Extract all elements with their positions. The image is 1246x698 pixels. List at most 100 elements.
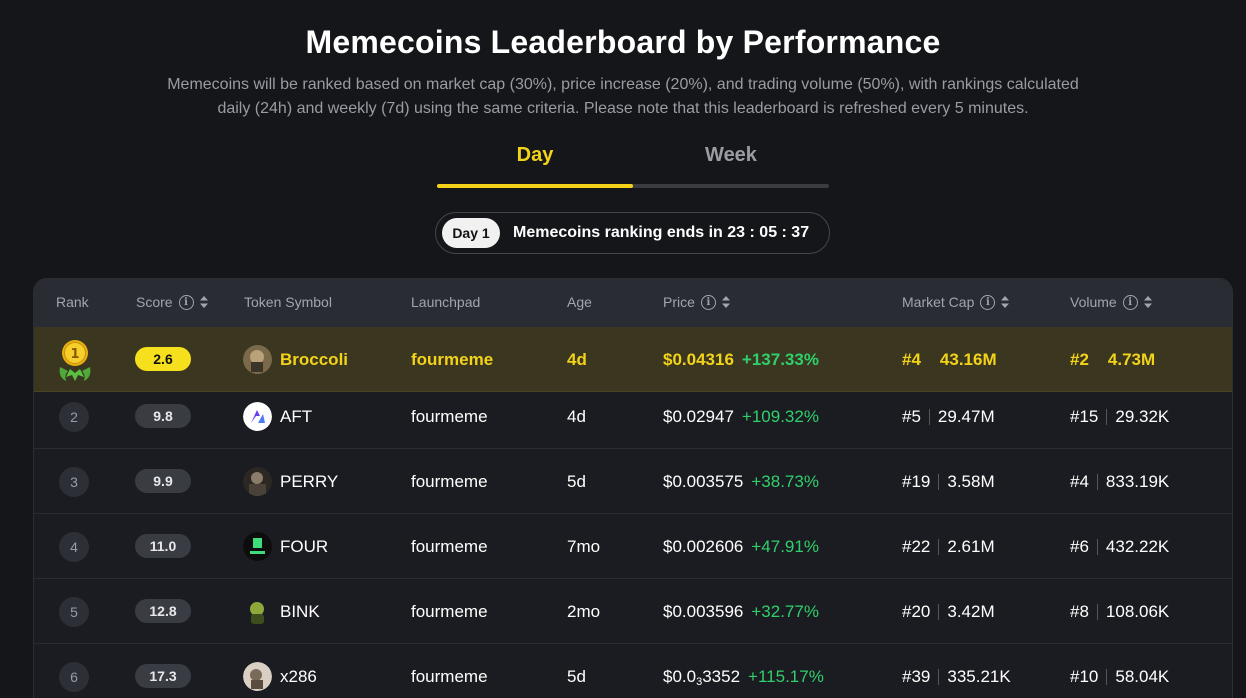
volume-rank: #4 — [1070, 472, 1089, 491]
price: $0.003575 +38.73% — [663, 449, 819, 514]
age: 4d — [567, 350, 587, 369]
leaderboard-table: Rank Score i Token Symbol Launchpad Age P… — [33, 278, 1233, 698]
market-cap: #22 2.61M — [902, 514, 995, 579]
table-row[interactable]: 2 9.8 AFT fourmeme 4d $0.02947 +109.32% #… — [34, 384, 1232, 449]
divider — [1096, 538, 1098, 555]
tab-active-indicator — [437, 184, 633, 188]
launchpad: fourmeme — [411, 350, 494, 369]
countdown-banner: Day 1 Memecoins ranking ends in 23 : 05 … — [435, 212, 830, 254]
gold-medal-icon: 1 — [59, 340, 91, 381]
token-symbol[interactable]: PERRY — [280, 472, 339, 491]
market-cap-rank: #39 — [902, 667, 931, 686]
launchpad: fourmeme — [411, 602, 488, 621]
col-age: Age — [567, 279, 592, 327]
sort-icon[interactable] — [721, 296, 730, 309]
price: $0.04316 +137.33% — [663, 327, 819, 392]
market-cap-value: 3.42M — [947, 602, 995, 621]
age: 4d — [567, 407, 586, 426]
token-symbol[interactable]: BINK — [280, 602, 320, 621]
volume-value: 833.19K — [1105, 472, 1170, 491]
table-row[interactable]: 4 11.0 FOUR fourmeme 7mo $0.002606 +47.91… — [34, 514, 1232, 579]
price-value: $0.0 — [663, 667, 697, 686]
divider — [938, 538, 940, 555]
market-cap: #5 29.47M — [902, 384, 995, 449]
volume-value: 29.32K — [1115, 407, 1170, 426]
market-cap: #20 3.42M — [902, 579, 995, 644]
info-icon[interactable]: i — [700, 294, 716, 310]
market-cap-value: 29.47M — [937, 407, 995, 426]
col-rank: Rank — [56, 279, 89, 327]
broccoli-avatar — [243, 345, 272, 374]
divider — [1098, 352, 1099, 368]
table-row[interactable]: 3 9.9 PERRY fourmeme 5d $0.003575 +38.73%… — [34, 449, 1232, 514]
volume: #2 4.73M — [1070, 327, 1155, 392]
price-value: $0.003575 — [663, 472, 744, 491]
table-row[interactable]: 6 17.3 x286 fourmeme 5d $0.033352 +115.17… — [34, 644, 1232, 698]
token-symbol[interactable]: x286 — [280, 667, 317, 686]
score-badge: 11.0 — [135, 534, 191, 558]
four-avatar — [243, 532, 272, 561]
token-symbol[interactable]: AFT — [280, 407, 313, 426]
volume-rank: #2 — [1070, 350, 1089, 369]
period-tabs: Day Week — [437, 138, 829, 188]
age: 7mo — [567, 537, 601, 556]
volume-rank: #15 — [1070, 407, 1099, 426]
divider — [938, 473, 940, 490]
col-volume[interactable]: Volume i — [1070, 279, 1152, 327]
price: $0.033352 +115.17% — [663, 644, 824, 698]
countdown-text: Memecoins ranking ends in 23 : 05 : 37 — [513, 224, 810, 241]
launchpad: fourmeme — [411, 472, 488, 491]
col-market-cap-label: Market Cap — [902, 294, 975, 310]
sort-icon[interactable] — [199, 296, 208, 309]
market-cap-value: 2.61M — [947, 537, 995, 556]
divider — [1106, 408, 1108, 425]
age: 2mo — [567, 602, 601, 621]
price-value: $0.04316 — [663, 350, 734, 369]
launchpad: fourmeme — [411, 407, 488, 426]
volume-rank: #10 — [1070, 667, 1099, 686]
sort-icon[interactable] — [1143, 296, 1152, 309]
market-cap-rank: #19 — [902, 472, 931, 491]
info-icon[interactable]: i — [980, 294, 996, 310]
price-change: +137.33% — [741, 350, 819, 369]
tab-day[interactable]: Day — [516, 144, 554, 166]
col-token: Token Symbol — [244, 279, 332, 327]
market-cap: #19 3.58M — [902, 449, 995, 514]
col-price[interactable]: Price i — [663, 279, 730, 327]
rank-badge: 6 — [59, 662, 89, 692]
volume: #6 432.22K — [1070, 514, 1169, 579]
market-cap: #4 43.16M — [902, 327, 997, 392]
col-volume-label: Volume — [1070, 294, 1117, 310]
col-score[interactable]: Score i — [136, 279, 208, 327]
price: $0.002606 +47.91% — [663, 514, 819, 579]
info-icon[interactable]: i — [1122, 294, 1138, 310]
table-row[interactable]: 1 2.6 Broccoli fourmeme 4d $0.04316 +137.… — [34, 327, 1232, 392]
svg-text:1: 1 — [70, 347, 79, 362]
price-value: $0.02947 — [663, 407, 734, 426]
tab-week[interactable]: Week — [705, 144, 757, 166]
divider — [938, 668, 940, 685]
market-cap: #39 335.21K — [902, 644, 1011, 698]
info-icon[interactable]: i — [178, 294, 194, 310]
col-launchpad: Launchpad — [411, 279, 480, 327]
table-header: Rank Score i Token Symbol Launchpad Age P… — [34, 279, 1232, 327]
market-cap-rank: #22 — [902, 537, 931, 556]
day-pill: Day 1 — [442, 218, 500, 248]
col-price-label: Price — [663, 294, 695, 310]
market-cap-rank: #4 — [902, 350, 921, 369]
score-badge: 2.6 — [135, 347, 191, 371]
tab-track — [437, 184, 829, 188]
token-symbol[interactable]: FOUR — [280, 537, 329, 556]
divider — [930, 352, 931, 368]
page-title: Memecoins Leaderboard by Performance — [305, 24, 941, 60]
token-symbol[interactable]: Broccoli — [280, 350, 349, 369]
col-market-cap[interactable]: Market Cap i — [902, 279, 1010, 327]
divider — [938, 603, 940, 620]
rank-badge: 4 — [59, 532, 89, 562]
table-row[interactable]: 5 12.8 BINK fourmeme 2mo $0.003596 +32.77… — [34, 579, 1232, 644]
launchpad: fourmeme — [411, 537, 488, 556]
score-badge: 9.9 — [135, 469, 191, 493]
volume: #4 833.19K — [1070, 449, 1169, 514]
market-cap-value: 3.58M — [947, 472, 995, 491]
sort-icon[interactable] — [1001, 296, 1010, 309]
